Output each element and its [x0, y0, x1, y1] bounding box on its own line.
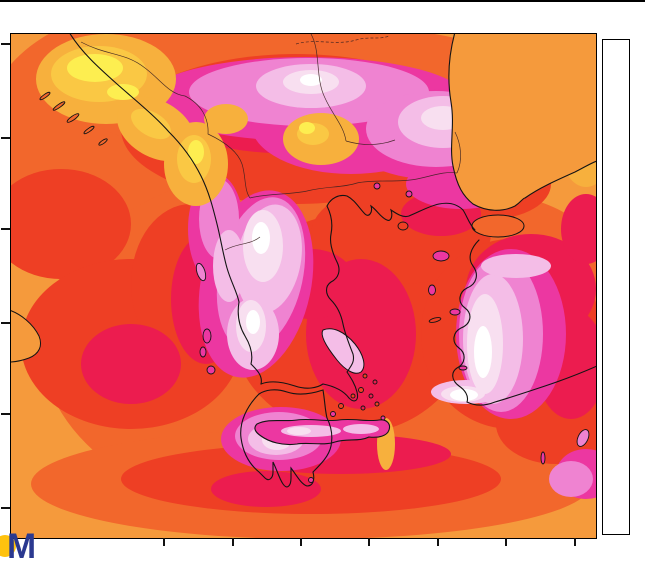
italy-heel: [11, 310, 42, 363]
logo-sun-icon: [0, 535, 16, 557]
sea-of-marmara: [471, 214, 525, 238]
country-borders: [80, 34, 461, 251]
top-border-line: [0, 0, 645, 2]
coastlines: [69, 34, 596, 488]
logo-m-icon: M: [7, 527, 36, 566]
lat-tick: [1, 228, 10, 230]
map-canvas: [11, 34, 596, 538]
lon-tick: [368, 538, 370, 546]
lat-tick: [1, 322, 10, 324]
black-sea: [448, 34, 596, 211]
lon-tick: [574, 538, 576, 546]
islands: [39, 91, 590, 483]
lon-tick: [437, 538, 439, 546]
lat-tick: [1, 413, 10, 415]
lon-tick: [505, 538, 507, 546]
island-crete: [254, 418, 391, 446]
lon-tick: [163, 538, 165, 546]
lon-tick: [232, 538, 234, 546]
lat-tick: [1, 137, 10, 139]
temperature-map: [10, 33, 597, 539]
colorbar: [602, 39, 630, 535]
meteo-logo: M: [0, 527, 130, 577]
band-over-42-region: [246, 74, 567, 401]
lat-tick: [1, 507, 10, 509]
lat-tick: [1, 43, 10, 45]
band-20-22-region: [67, 54, 315, 164]
lon-tick: [300, 538, 302, 546]
